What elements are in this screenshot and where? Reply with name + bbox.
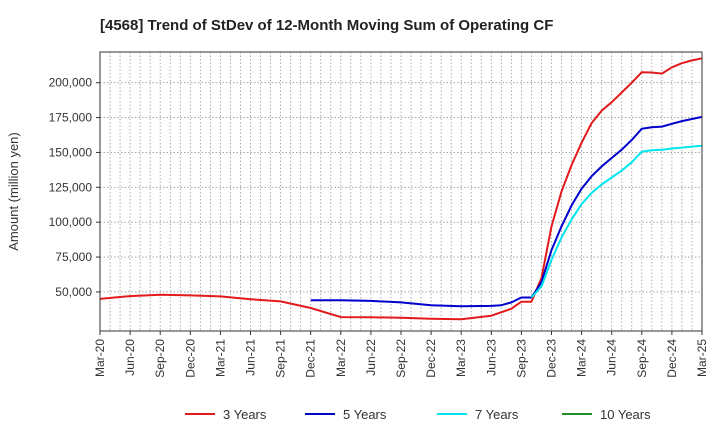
y-tick-label: 75,000 — [55, 250, 92, 264]
x-tick-label: Dec-21 — [304, 339, 318, 378]
x-tick-label: Dec-20 — [183, 339, 197, 378]
legend-label: 3 Years — [223, 407, 267, 422]
chart-title: [4568] Trend of StDev of 12-Month Moving… — [100, 17, 553, 34]
y-tick-label: 175,000 — [49, 111, 93, 125]
x-tick-label: Dec-22 — [424, 339, 438, 378]
x-tick-label: Jun-20 — [123, 339, 137, 376]
x-tick-label: Jun-23 — [484, 339, 498, 376]
series-line-5-years — [310, 115, 703, 308]
y-axis-ticks: 50,000 75,000 100,000 125,000 150,000 175,000… — [49, 76, 100, 299]
series-line-7-years — [530, 144, 703, 299]
grid — [100, 52, 702, 331]
y-tick-label: 200,000 — [49, 76, 93, 90]
x-tick-label: Jun-22 — [364, 339, 378, 376]
plot-frame — [99, 51, 703, 332]
x-tick-label: Mar-20 — [93, 339, 107, 377]
x-tick-label: Mar-21 — [213, 339, 227, 377]
x-tick-label: Jun-24 — [605, 339, 619, 376]
x-tick-label: Mar-24 — [575, 339, 589, 377]
x-tick-label: Sep-20 — [153, 339, 167, 378]
x-tick-label: Jun-21 — [244, 339, 258, 376]
legend-label: 5 Years — [343, 407, 387, 422]
y-tick-label: 150,000 — [49, 145, 93, 159]
x-tick-label: Mar-22 — [334, 339, 348, 377]
y-tick-label: 125,000 — [49, 180, 93, 194]
x-tick-label: Sep-22 — [394, 339, 408, 378]
y-axis-label: Amount (million yen) — [6, 132, 21, 251]
x-tick-label: Sep-23 — [514, 339, 528, 378]
legend-label: 10 Years — [600, 407, 651, 422]
legend-label: 7 Years — [475, 407, 519, 422]
x-tick-label: Dec-23 — [545, 339, 559, 378]
x-tick-label: Mar-25 — [695, 339, 709, 377]
x-axis-ticks: Mar-20 Jun-20 Sep-20 Dec-20 Mar-21 Jun-21 Sep-… — [93, 331, 709, 378]
x-tick-label: Sep-24 — [635, 339, 649, 378]
x-tick-label: Dec-24 — [665, 339, 679, 378]
y-tick-label: 100,000 — [49, 215, 93, 229]
x-tick-label: Mar-23 — [454, 339, 468, 377]
x-tick-label: Sep-21 — [274, 339, 288, 378]
legend: 3 Years 5 Years 7 Years 10 Years — [185, 407, 651, 422]
series-layer — [99, 57, 703, 321]
y-tick-label: 50,000 — [55, 285, 92, 299]
